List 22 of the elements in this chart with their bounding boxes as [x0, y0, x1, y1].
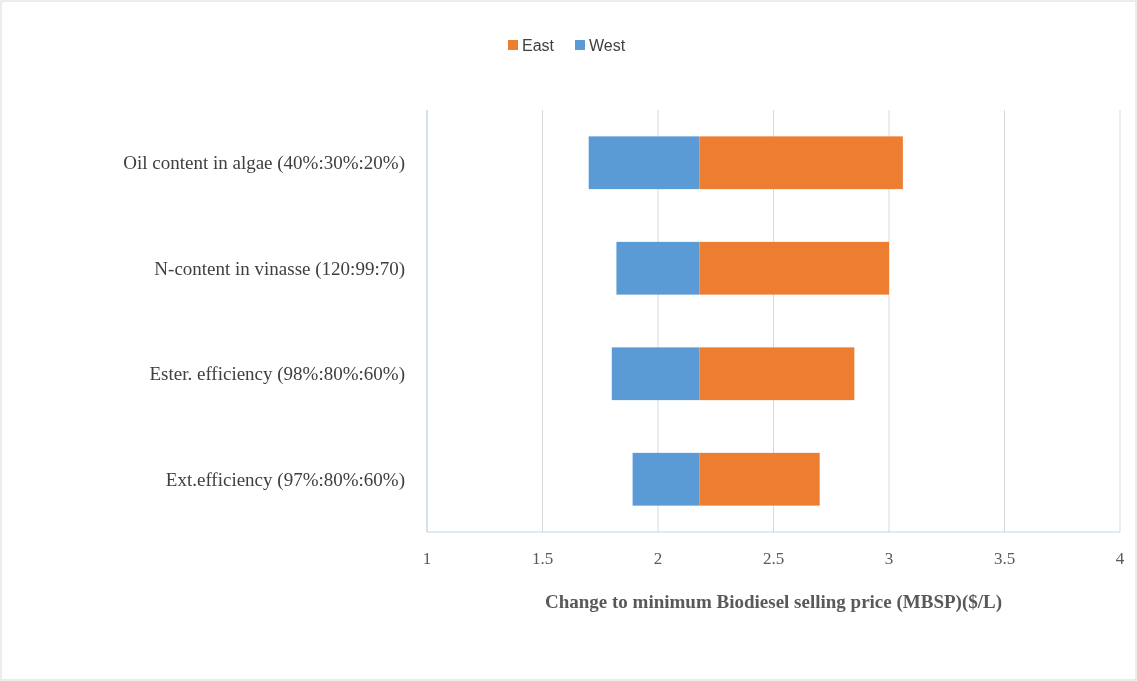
x-tick-label: 1.5: [531, 549, 554, 568]
x-tick-label: 2: [653, 549, 663, 568]
x-tick-label: 4: [1115, 549, 1125, 568]
legend-label: West: [589, 36, 626, 54]
y-tick-label: Ester. efficiency (98%:80%:60%): [149, 363, 405, 386]
x-tick-label: 3: [884, 549, 894, 568]
bar: [699, 136, 903, 190]
bar: [616, 241, 700, 295]
bar: [699, 347, 855, 401]
y-tick-label: N-content in vinasse (120:99:70): [154, 257, 405, 280]
y-tick-label: Oil content in algae (40%:30%:20%): [123, 152, 405, 175]
legend-label: East: [522, 36, 555, 54]
bar: [611, 347, 700, 401]
bar: [632, 452, 700, 506]
bar: [699, 241, 889, 295]
bar: [588, 136, 700, 190]
x-tick-label: 2.5: [762, 549, 785, 568]
y-tick-label: Ext.efficiency (97%:80%:60%): [165, 468, 405, 491]
bar: [699, 452, 820, 506]
x-tick-label: 3.5: [993, 549, 1016, 568]
x-tick-label: 1: [422, 549, 432, 568]
x-axis-title: Change to minimum Biodiesel selling price (MBSP)($/L): [544, 591, 1003, 613]
